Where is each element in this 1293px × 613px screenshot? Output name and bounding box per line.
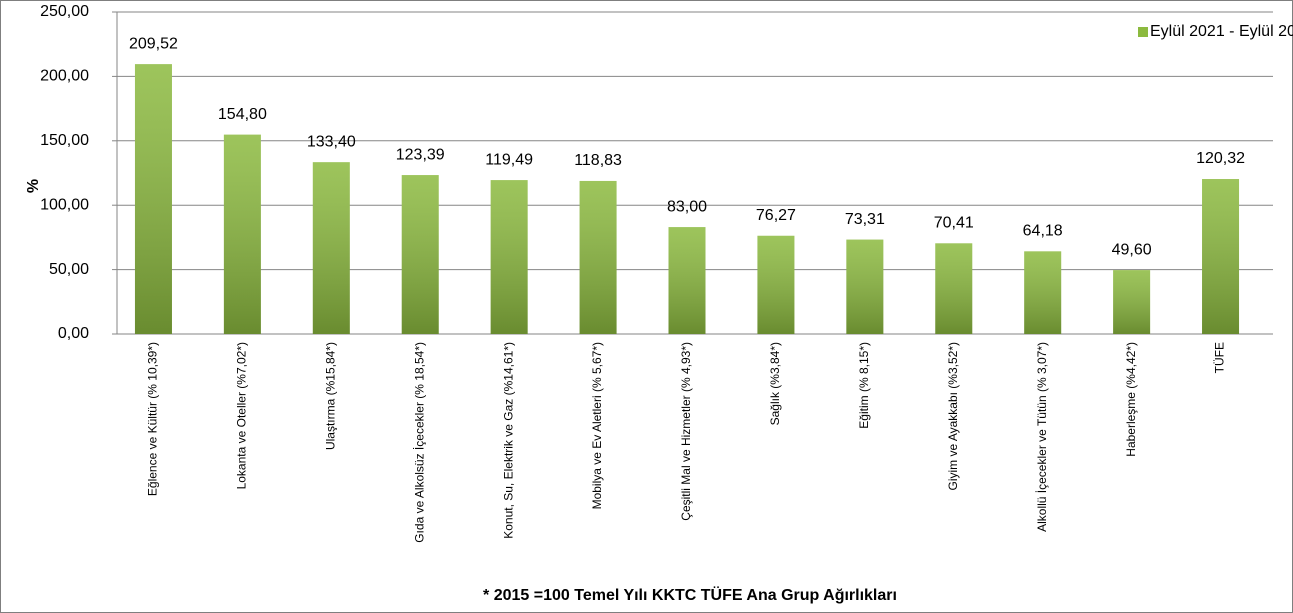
- x-tick-label: Eğitim (% 8,15*): [857, 342, 871, 429]
- y-tick-label: 0,00: [58, 325, 89, 342]
- bar-shade: [401, 175, 439, 334]
- bar-shade: [223, 134, 261, 334]
- value-label: 133,40: [307, 133, 356, 150]
- value-label: 83,00: [667, 198, 707, 215]
- x-tick-label: Eğlence ve Kültür (% 10,39*): [146, 342, 160, 496]
- x-tick-label: Haberleşme (%4,42*): [1124, 342, 1138, 457]
- x-tick-label: Sağlık (%3,84*): [768, 342, 782, 425]
- y-tick-label: 150,00: [40, 132, 89, 149]
- y-tick-label: 100,00: [40, 196, 89, 213]
- y-tick-label: 250,00: [40, 3, 89, 20]
- x-tick-label: Konut, Su, Elektrik ve Gaz (%14,61*): [501, 342, 515, 539]
- y-tick-label: 200,00: [40, 68, 89, 85]
- x-tick-label: TÜFE: [1213, 342, 1227, 373]
- bar-shade: [579, 180, 617, 334]
- footnote: * 2015 =100 Temel Yılı KKTC TÜFE Ana Gru…: [483, 585, 897, 604]
- x-tick-label: Lokanta ve Oteller (%7,02*): [235, 342, 249, 489]
- x-tick-label: Çeşitli Mal ve Hizmetler (% 4,93*): [679, 342, 693, 521]
- value-label: 120,32: [1196, 150, 1245, 167]
- bar-shade: [668, 227, 706, 334]
- x-tick-label: Giyim ve Ayakkabı (%3,52*): [946, 342, 960, 491]
- bar-shade: [757, 235, 795, 334]
- bar-shade: [1113, 270, 1151, 334]
- bar-shade: [846, 239, 884, 334]
- value-label: 119,49: [485, 151, 533, 168]
- y-tick-label: 50,00: [49, 261, 89, 278]
- legend-swatch: [1138, 27, 1148, 37]
- bar-shade: [134, 64, 172, 334]
- bar-shade: [312, 162, 350, 334]
- value-label: 118,83: [574, 152, 622, 169]
- value-label: 64,18: [1023, 223, 1063, 240]
- value-label: 154,80: [218, 106, 267, 123]
- bar-shade: [1202, 179, 1240, 334]
- x-tick-label: Gıda ve Alkolsüz İçecekler (% 18,54*): [412, 342, 426, 543]
- legend-label: Eylül 2021 - Eylül 2022: [1150, 23, 1293, 40]
- bar-shade: [490, 180, 528, 334]
- x-tick-label: Mobilya ve Ev Aletleri (% 5,67*): [590, 342, 604, 509]
- value-label: 123,39: [396, 146, 445, 163]
- value-label: 76,27: [756, 207, 796, 224]
- value-label: 209,52: [129, 35, 178, 52]
- x-tick-label: Alkollü İçecekler ve Tütün (% 3,07*): [1035, 342, 1049, 532]
- value-label: 73,31: [845, 211, 885, 228]
- value-label: 49,60: [1112, 241, 1152, 258]
- value-label: 70,41: [934, 215, 974, 232]
- y-axis-label: %: [25, 179, 42, 193]
- bar-shade: [935, 243, 973, 334]
- x-tick-label: Ulaştırma (%15,84*): [323, 342, 337, 450]
- bar-shade: [1024, 251, 1062, 334]
